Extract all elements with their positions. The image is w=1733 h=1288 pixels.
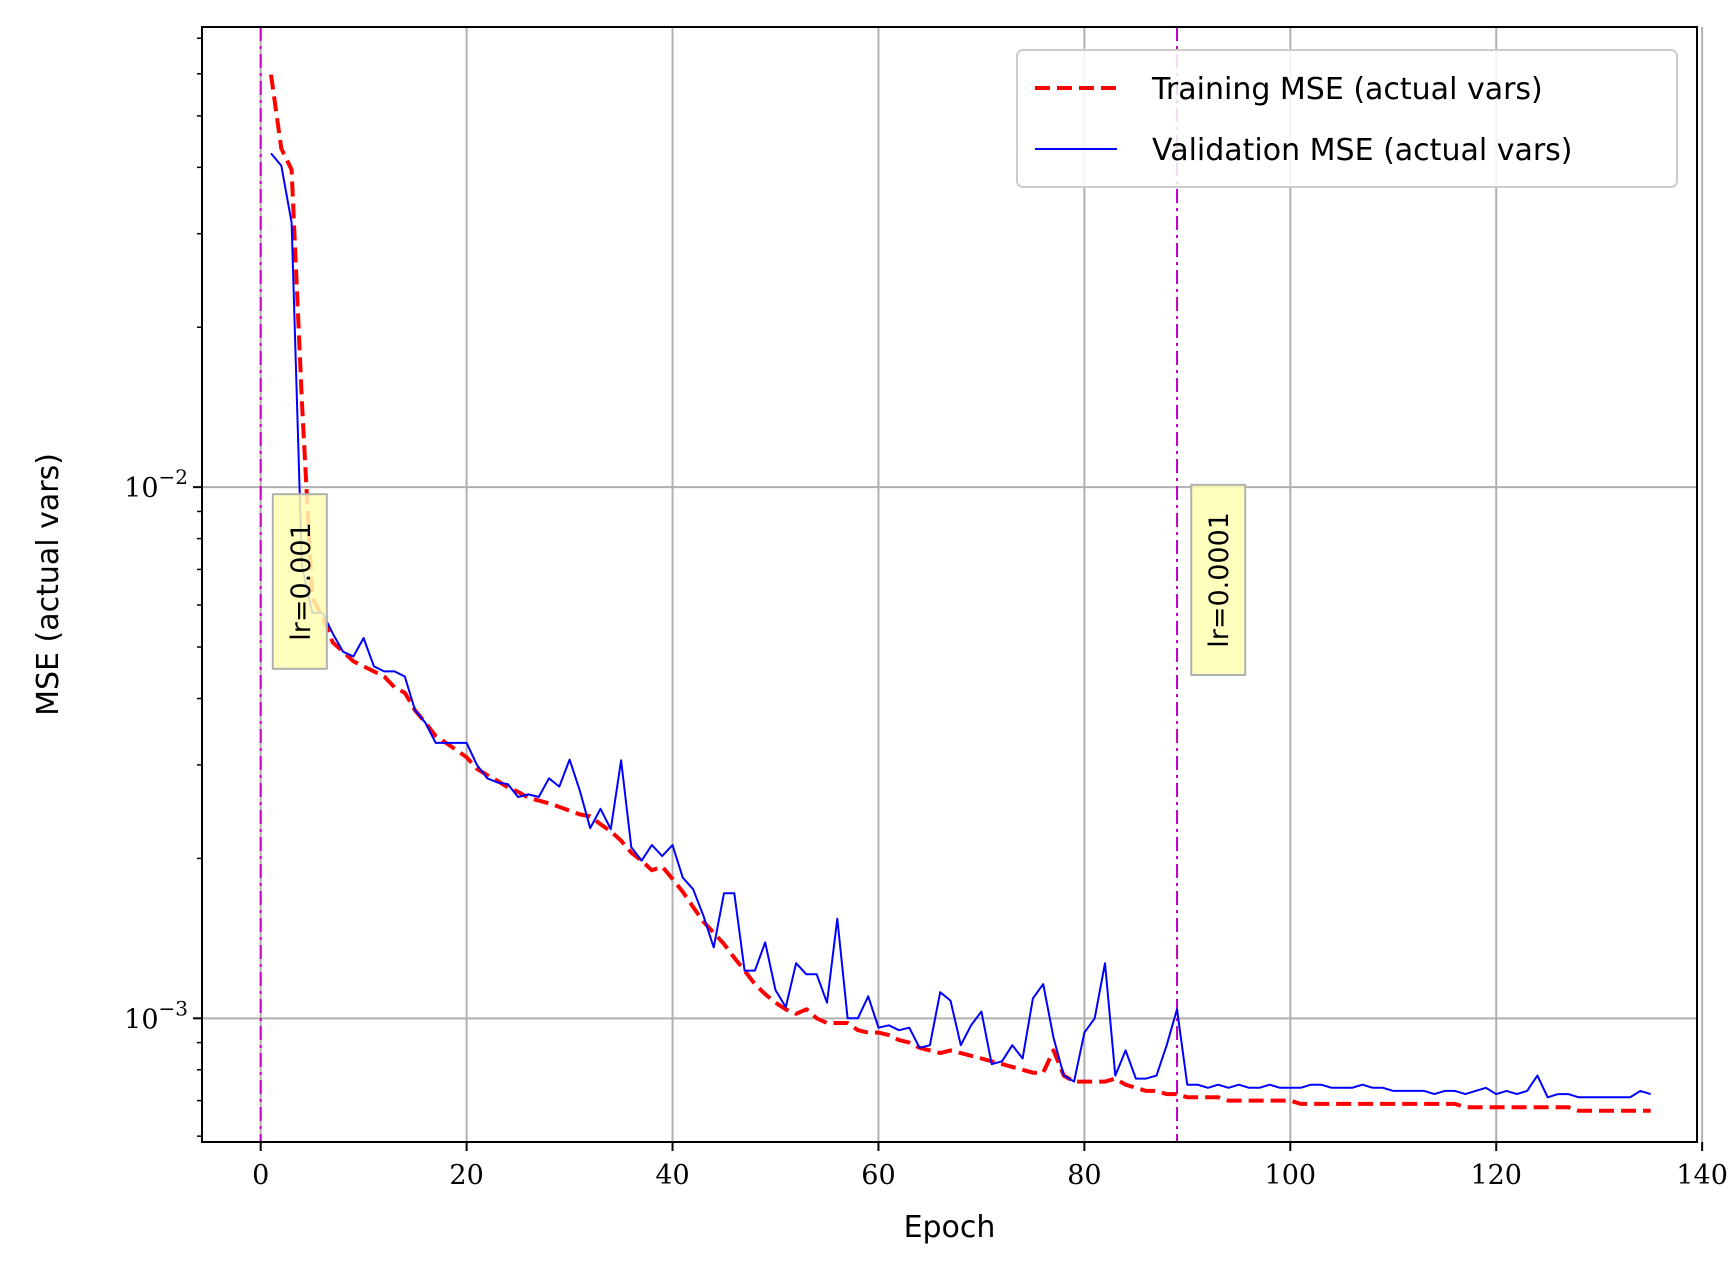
x-tick-label: 60 (861, 1160, 895, 1191)
lr-annotation-text: lr=0.0001 (1204, 512, 1235, 648)
y-axis-label: MSE (actual vars) (31, 453, 66, 716)
lr-change-lines (259, 27, 1179, 1142)
plot-frame (201, 26, 1698, 1143)
axis-ticks: 0 20 40 60 80 100 120 140 10−3 10−2 (124, 37, 1728, 1191)
x-tick-label: 100 (1265, 1160, 1317, 1191)
y-tick-label: 10−3 (124, 996, 188, 1035)
lr-annotation-text: lr=0.001 (286, 522, 317, 641)
lr-annotations: lr=0.001 lr=0.0001 (271, 483, 1247, 676)
y-tick-label: 10−2 (124, 465, 188, 504)
validation-mse-line (270, 152, 1651, 1099)
legend-label: Validation MSE (actual vars) (1152, 133, 1573, 168)
legend-box (1016, 49, 1678, 188)
grid (202, 27, 1704, 1142)
lr-annotation-box (1190, 483, 1247, 676)
legend: Training MSE (actual vars) Validation MSE… (1016, 49, 1678, 188)
series-lines (269, 74, 1651, 1113)
x-tick-label: 120 (1470, 1160, 1522, 1191)
x-axis-label: Epoch (904, 1210, 996, 1245)
legend-label: Training MSE (actual vars) (1151, 72, 1543, 107)
lr-annotation-box (271, 493, 328, 670)
x-tick-label: 0 (252, 1160, 269, 1191)
x-tick-label: 140 (1676, 1160, 1728, 1191)
x-tick-label: 40 (655, 1160, 689, 1191)
x-tick-label: 80 (1067, 1160, 1101, 1191)
x-tick-label: 20 (449, 1160, 483, 1191)
